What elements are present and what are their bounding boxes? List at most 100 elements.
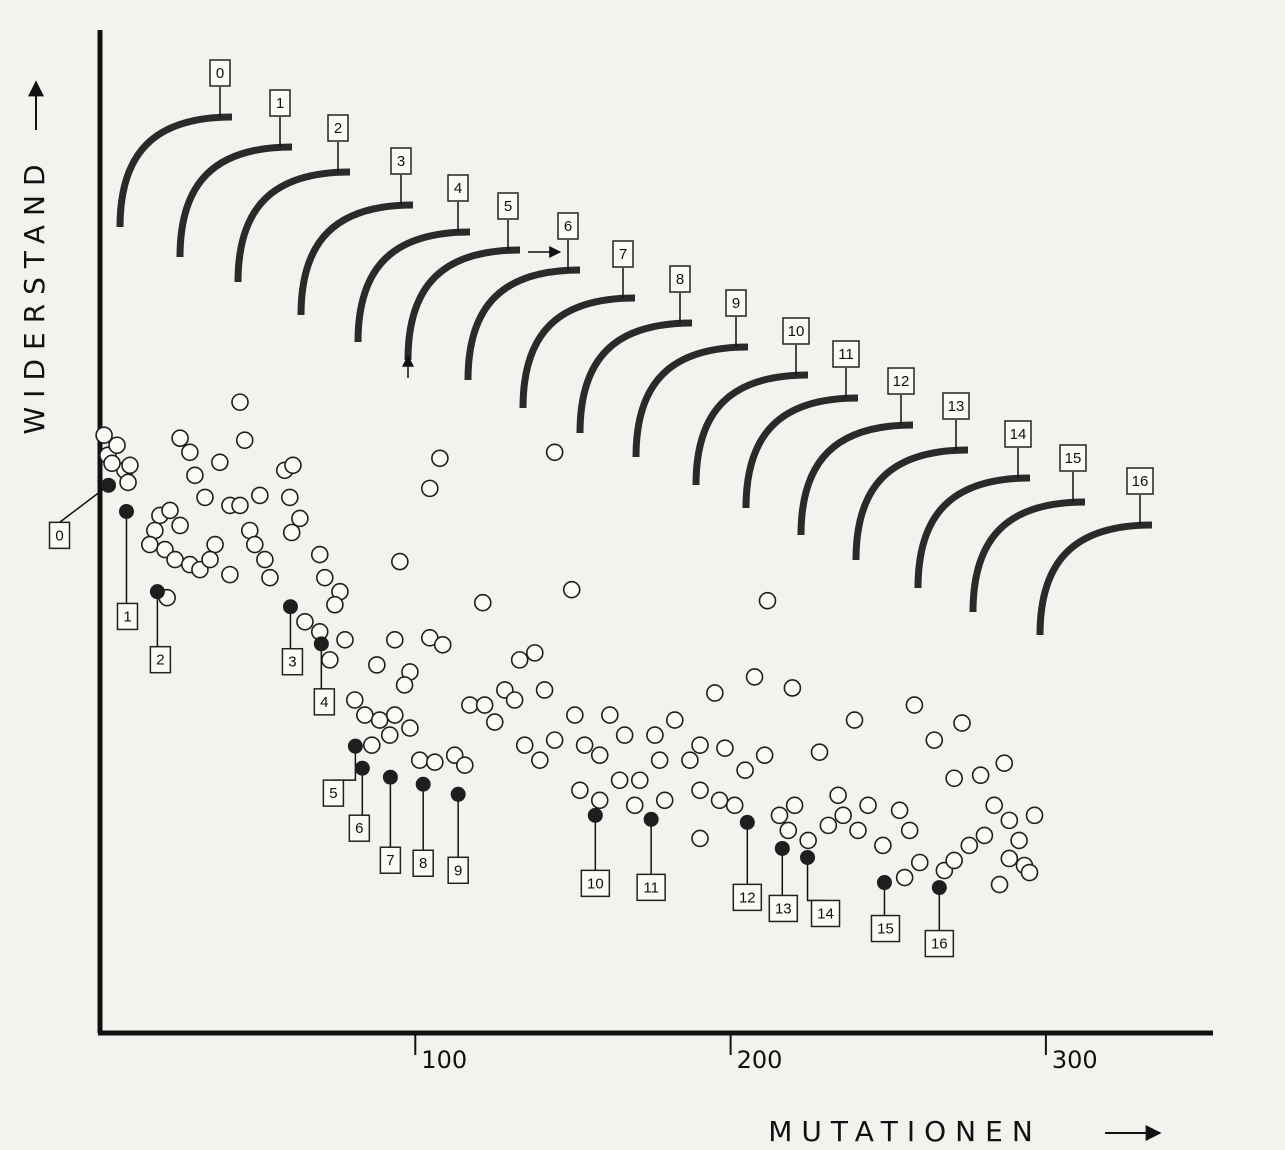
selected-point [354,760,370,776]
mutant-point [336,631,354,649]
profile-shape [632,343,749,458]
mutant-point [691,781,709,800]
profile-label-box [942,392,970,420]
mutant-point [900,821,919,840]
mutant-point [610,771,629,790]
label-leader [125,511,128,605]
mutant-point [710,791,729,810]
point-label-box [348,814,371,842]
mutant-point [531,751,549,769]
mutant-point [905,696,924,714]
profile-label: 6 [564,218,572,235]
profile-shape [234,168,351,283]
mutant-point [601,706,619,724]
profile-shape [797,421,914,536]
mutant-point [206,535,224,554]
mutant-point [410,751,429,769]
mutant-point [433,636,452,654]
profile-label-box [782,317,810,345]
mutant-point [235,431,254,450]
profile-shape [297,201,414,316]
point-label-box [322,779,345,807]
point-label-box [810,899,841,928]
mutant-point [246,535,264,554]
mutant-point [1025,806,1044,825]
point-label: 4 [320,694,328,711]
selected-point [282,599,298,615]
mutant-point [655,791,674,810]
profile-shape [464,266,581,381]
profile-shape [969,498,1086,613]
mutant-point [256,550,274,569]
mutant-point [799,831,817,850]
mutant-point [650,751,669,769]
mutant-point [103,454,121,473]
mutant-point [785,796,804,815]
mutant-point [395,676,414,694]
profile-label-box [327,114,349,142]
mutant-point [1000,811,1019,830]
selected-point [587,807,603,823]
profile-label: 1 [276,95,284,112]
point-label: 15 [877,921,894,938]
mutant-point [211,453,229,472]
point-label: 12 [739,889,756,906]
profile-label-box [612,240,634,268]
profile-label-box [209,59,231,87]
profile-label: 8 [676,271,684,288]
mutant-point [401,719,419,737]
mutant-point [725,796,744,815]
mutant-point [745,668,764,686]
label-leader [59,484,109,523]
selected-point [313,636,329,652]
mutant-point [316,568,334,587]
mutant-point [975,826,994,845]
mutant-point [231,496,249,515]
mutant-point [770,806,789,825]
profile-shape [692,371,809,486]
mutant-point [108,436,126,455]
mutant-point [716,739,734,757]
mutant-point [590,791,609,810]
point-label: 13 [775,900,792,917]
mutant-point [849,821,867,840]
point-label-box [379,846,402,874]
mutant-point [681,751,699,769]
y-axis-label: WIDERSTAND [18,155,51,434]
mutant-point [810,743,829,761]
mutant-point [186,466,204,485]
profile-shape [404,246,521,361]
mutant-point [386,631,404,649]
selected-point [415,776,431,792]
mutant-point [475,696,494,714]
mutant-point [630,771,649,790]
mutant-point [119,473,137,492]
profile-label: 10 [788,323,805,340]
mutant-point [910,853,929,872]
mutant-point [562,580,581,599]
selected-point [931,880,947,896]
mutant-point [421,479,439,498]
profile-label-box [669,265,691,293]
mutant-point [251,486,269,505]
point-label-box [768,894,799,923]
mutant-point [166,550,184,569]
mutant-point [296,612,314,631]
selected-point [101,477,117,493]
profile-label-box [725,289,747,317]
profile-label: 12 [893,373,910,390]
mutant-point [362,736,381,754]
mutant-point [758,591,777,610]
profile-label: 11 [838,346,854,363]
point-label: 14 [817,905,834,922]
mutant-point [545,731,564,749]
mutant-point [431,449,449,468]
mutant-point [231,393,249,411]
mutant-point [665,711,684,729]
mutant-point [945,851,963,870]
mutant-point [646,726,664,744]
mutant-point [282,523,301,542]
profile-label: 2 [334,120,342,137]
